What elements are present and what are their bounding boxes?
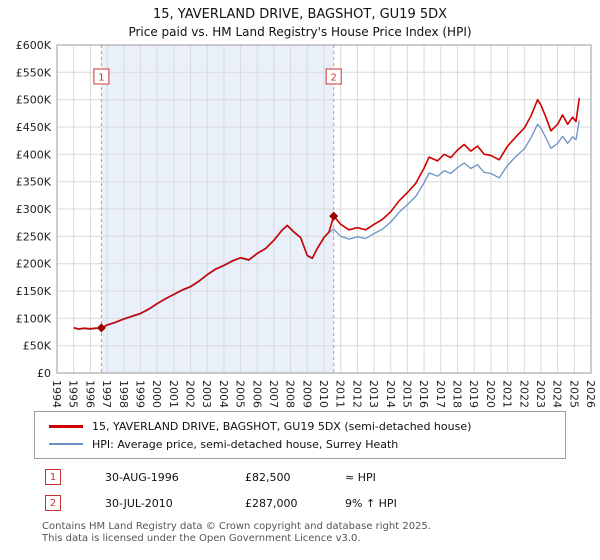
svg-text:2017: 2017 bbox=[434, 380, 447, 408]
svg-text:2022: 2022 bbox=[517, 380, 530, 408]
svg-text:2023: 2023 bbox=[534, 380, 547, 408]
svg-text:£500K: £500K bbox=[16, 94, 52, 107]
svg-text:2024: 2024 bbox=[551, 380, 564, 408]
svg-text:£550K: £550K bbox=[16, 66, 52, 79]
transaction-row-1: 1 30-AUG-1996 £82,500 ≈ HPI bbox=[45, 469, 600, 485]
svg-text:1994: 1994 bbox=[50, 380, 63, 408]
svg-text:1996: 1996 bbox=[83, 380, 96, 408]
transaction-1-marker: 1 bbox=[45, 469, 61, 485]
svg-text:1997: 1997 bbox=[100, 380, 113, 408]
legend-label-property: 15, YAVERLAND DRIVE, BAGSHOT, GU19 5DX (… bbox=[92, 419, 472, 433]
svg-text:£600K: £600K bbox=[16, 41, 52, 52]
chart-header: 15, YAVERLAND DRIVE, BAGSHOT, GU19 5DX P… bbox=[0, 0, 600, 39]
svg-text:2011: 2011 bbox=[334, 380, 347, 408]
page-subtitle: Price paid vs. HM Land Registry's House … bbox=[128, 25, 472, 39]
legend-label-hpi: HPI: Average price, semi-detached house,… bbox=[92, 437, 399, 451]
svg-text:1995: 1995 bbox=[67, 380, 80, 408]
transaction-2-date: 30-JUL-2010 bbox=[105, 496, 173, 510]
svg-text:£300K: £300K bbox=[16, 203, 52, 216]
svg-text:2012: 2012 bbox=[350, 380, 363, 408]
sale-marker-1 bbox=[96, 323, 106, 333]
svg-text:2026: 2026 bbox=[584, 380, 597, 408]
svg-text:2: 2 bbox=[331, 73, 337, 84]
svg-text:£50K: £50K bbox=[23, 340, 52, 353]
svg-text:2013: 2013 bbox=[367, 380, 380, 408]
legend-line-blue bbox=[49, 443, 83, 445]
svg-text:2007: 2007 bbox=[267, 380, 280, 408]
svg-text:£250K: £250K bbox=[16, 230, 52, 243]
svg-text:£450K: £450K bbox=[16, 121, 52, 134]
svg-text:1: 1 bbox=[98, 73, 104, 84]
footer-line-1: Contains HM Land Registry data © Crown c… bbox=[42, 521, 431, 532]
svg-text:2004: 2004 bbox=[217, 380, 230, 408]
svg-text:£150K: £150K bbox=[16, 285, 52, 298]
svg-text:£100K: £100K bbox=[16, 312, 52, 325]
svg-text:1999: 1999 bbox=[133, 380, 146, 408]
svg-text:2003: 2003 bbox=[200, 380, 213, 408]
legend-line-red bbox=[49, 424, 83, 428]
transaction-1-date: 30-AUG-1996 bbox=[105, 470, 179, 484]
svg-text:2019: 2019 bbox=[467, 380, 480, 408]
sale-number-box-2 bbox=[325, 68, 342, 85]
svg-text:2010: 2010 bbox=[317, 380, 330, 408]
svg-text:£400K: £400K bbox=[16, 148, 52, 161]
transaction-1-price: £82,500 bbox=[245, 470, 291, 484]
svg-text:2006: 2006 bbox=[250, 380, 263, 408]
transaction-2-price: £287,000 bbox=[245, 496, 298, 510]
sale-marker-2 bbox=[329, 211, 339, 221]
page-title: 15, YAVERLAND DRIVE, BAGSHOT, GU19 5DX bbox=[152, 7, 448, 22]
legend-item-hpi: HPI: Average price, semi-detached house,… bbox=[43, 435, 557, 453]
svg-text:2014: 2014 bbox=[384, 380, 397, 408]
svg-text:2000: 2000 bbox=[150, 380, 163, 408]
svg-text:£200K: £200K bbox=[16, 258, 52, 271]
svg-text:2021: 2021 bbox=[501, 380, 514, 408]
svg-text:£0: £0 bbox=[37, 367, 51, 380]
price-chart: £0 £50K £100K £150K £200K £250K £300K £350K £400… bbox=[16, 41, 597, 408]
svg-text:2015: 2015 bbox=[400, 380, 413, 408]
transaction-1-hpi: ≈ HPI bbox=[345, 470, 376, 484]
chart-legend: 15, YAVERLAND DRIVE, BAGSHOT, GU19 5DX (… bbox=[34, 411, 566, 459]
license-footer: Contains HM Land Registry data © Crown c… bbox=[42, 521, 600, 545]
sale-number-box-1 bbox=[93, 68, 110, 85]
svg-text:2018: 2018 bbox=[451, 380, 464, 408]
transaction-row-2: 2 30-JUL-2010 £287,000 9% ↑ HPI bbox=[45, 495, 600, 511]
svg-text:2008: 2008 bbox=[284, 380, 297, 408]
svg-text:2002: 2002 bbox=[184, 380, 197, 408]
svg-text:2001: 2001 bbox=[167, 380, 180, 408]
svg-text:2020: 2020 bbox=[484, 380, 497, 408]
transaction-2-marker: 2 bbox=[45, 495, 61, 511]
transactions-list: 1 30-AUG-1996 £82,500 ≈ HPI 2 30-JUL-201… bbox=[45, 469, 600, 511]
svg-text:£350K: £350K bbox=[16, 176, 52, 189]
legend-item-property: 15, YAVERLAND DRIVE, BAGSHOT, GU19 5DX (… bbox=[43, 417, 557, 435]
footer-line-2: This data is licensed under the Open Gov… bbox=[42, 533, 361, 544]
svg-text:2009: 2009 bbox=[300, 380, 313, 408]
svg-text:2005: 2005 bbox=[234, 380, 247, 408]
svg-text:2025: 2025 bbox=[567, 380, 580, 408]
svg-text:1998: 1998 bbox=[117, 380, 130, 408]
transaction-2-hpi: 9% ↑ HPI bbox=[345, 496, 397, 510]
svg-text:2016: 2016 bbox=[417, 380, 430, 408]
